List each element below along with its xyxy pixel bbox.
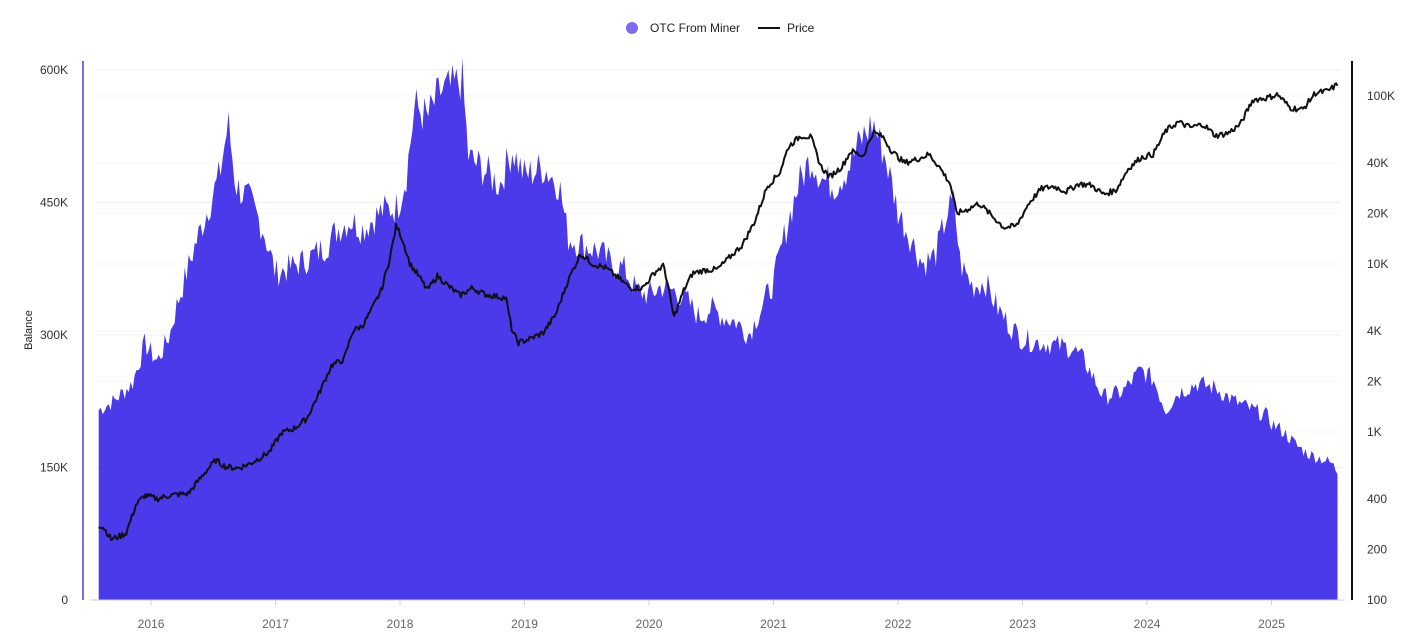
y-right-tick-label: 1K	[1367, 425, 1382, 439]
x-tick-label: 2021	[760, 617, 787, 631]
x-tick-label: 2020	[636, 617, 663, 631]
y-left-tick-label: 0	[61, 593, 68, 607]
x-tick-label: 2018	[387, 617, 414, 631]
y-right-tick-label: 20K	[1367, 206, 1388, 220]
y-left-ticks: 0 150K 300K 450K 600K	[40, 63, 68, 607]
x-tick-label: 2019	[511, 617, 538, 631]
y-left-tick-label: 450K	[40, 195, 68, 209]
y-right-tick-label: 10K	[1367, 257, 1388, 271]
price-line	[98, 82, 1339, 541]
x-tick-label: 2022	[885, 617, 912, 631]
y-right-tick-label: 2K	[1367, 374, 1382, 388]
x-tick-label: 2023	[1009, 617, 1036, 631]
y-left-tick-label: 600K	[40, 63, 68, 77]
y-right-tick-label: 4K	[1367, 324, 1382, 338]
otc-area	[98, 57, 1338, 601]
y-left-tick-label: 150K	[40, 460, 68, 474]
y-right-tick-label: 40K	[1367, 156, 1388, 170]
y-right-tick-label: 100K	[1367, 89, 1395, 103]
x-ticks: 2016 2017 2018 2019 2020 2021 2022 2023 2024 2025	[138, 600, 1285, 631]
legend-label-otc: OTC From Miner	[650, 21, 740, 35]
y-right-tick-label: 400	[1367, 492, 1387, 506]
legend: OTC From Miner Price	[626, 21, 815, 35]
legend-label-price: Price	[787, 21, 815, 35]
x-tick-label: 2016	[138, 617, 165, 631]
y-axis-title: Balance	[23, 310, 35, 350]
y-right-tick-label: 100	[1367, 593, 1387, 607]
y-right-tick-label: 200	[1367, 542, 1387, 556]
legend-marker-otc	[626, 22, 638, 34]
x-tick-label: 2024	[1134, 617, 1161, 631]
y-right-ticks: 100 200 400 1K 2K 4K 10K 20K 40K 100K	[1367, 89, 1395, 607]
x-tick-label: 2017	[262, 617, 289, 631]
y-left-tick-label: 300K	[40, 328, 68, 342]
x-tick-label: 2025	[1258, 617, 1285, 631]
